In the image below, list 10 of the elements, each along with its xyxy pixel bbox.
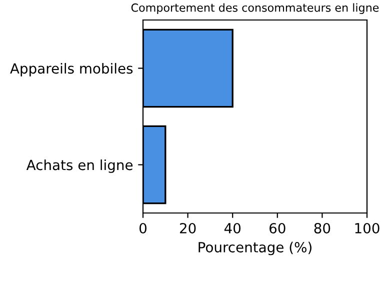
x-tick-label: 100 bbox=[355, 222, 380, 234]
x-tick-label: 0 bbox=[139, 222, 146, 234]
y-tick-label: Appareils mobiles bbox=[10, 62, 133, 76]
x-tick-label: 80 bbox=[314, 222, 330, 234]
y-tick-label: Achats en ligne bbox=[26, 159, 133, 173]
x-tick-label: 20 bbox=[180, 222, 196, 234]
x-tick-label: 60 bbox=[270, 222, 286, 234]
x-axis-title: Pourcentage (%) bbox=[198, 242, 312, 256]
chart-title: Comportement des consommateurs en ligne bbox=[131, 3, 379, 14]
x-tick-label: 40 bbox=[224, 222, 241, 234]
